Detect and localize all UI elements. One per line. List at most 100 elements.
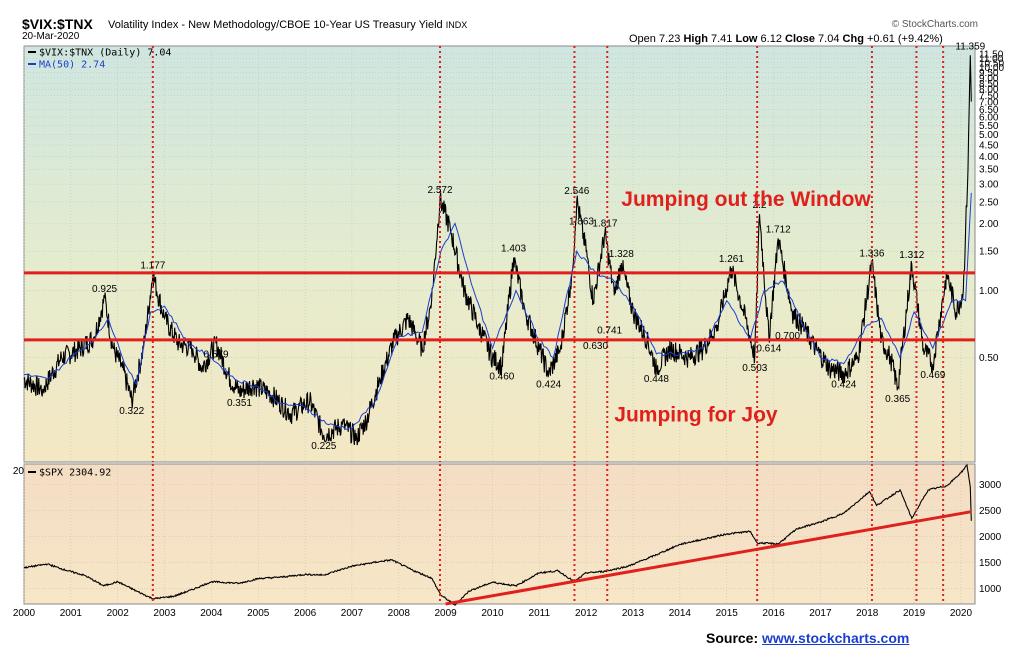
value-label: 2.572	[427, 185, 452, 196]
spx-y-tick-label: 1500	[979, 558, 1002, 569]
ratio-panel: 0.50 1.00 1.50 2.00 2.50 3.00 3.50 4.004.505.00…	[13, 41, 1005, 477]
chg-label: Chg	[842, 33, 864, 45]
ratio-y-tick-label: 8.50	[979, 79, 999, 90]
value-label: 0.630	[583, 341, 608, 352]
ratio-y-tick-label: 11.00	[979, 54, 1004, 65]
ratio-y-tick-label: 1.00	[979, 286, 999, 297]
ratio-y-tick-label: 2.50	[979, 197, 999, 208]
ratio-y-tick-label: 1.50	[979, 247, 999, 258]
value-label: 2.546	[564, 186, 589, 197]
spx-x-tick-label: 2003	[153, 608, 176, 619]
spx-y-tick-label: 3000	[979, 480, 1002, 491]
ratio-y-tick-label: 4.50	[979, 140, 999, 151]
spx-x-tick-label: 2014	[669, 608, 692, 619]
chart-date: 20-Mar-2020	[22, 31, 80, 42]
ratio-y-tick-label: 3.50	[979, 165, 999, 176]
value-label: 1.336	[859, 248, 884, 259]
spx-x-tick-label: 2010	[481, 608, 504, 619]
value-label: 2.2	[753, 200, 767, 211]
description-text: Volatility Index - New Methodology/CBOE …	[108, 19, 443, 31]
spx-plot-area	[23, 463, 976, 605]
ratio-y-tick-label: 8.00	[979, 85, 999, 96]
spx-x-tick-label: 2020	[950, 608, 973, 619]
spx-x-tick-label: 2012	[575, 608, 598, 619]
spx-x-tick-label: 2011	[529, 608, 551, 619]
ratio-plot-area	[23, 45, 976, 463]
legend-entry: $SPX 2304.92	[39, 468, 111, 479]
annotation-text: Jumping out the Window	[621, 188, 871, 211]
spx-y-tick-label: 2000	[979, 532, 1002, 543]
spx-x-tick-label: 2007	[341, 608, 364, 619]
spx-x-tick-label: 2017	[809, 608, 832, 619]
annotation-text: Jumping for Joy	[614, 404, 778, 427]
spx-x-tick-label: 2009	[435, 608, 458, 619]
value-label: 0.424	[831, 380, 856, 391]
ratio-y-tick-label: 4.00	[979, 152, 999, 163]
value-label: 0.448	[644, 374, 669, 385]
spx-x-tick-label: 2008	[388, 608, 411, 619]
close-value: 7.04	[818, 33, 840, 45]
value-label: 1.312	[899, 250, 924, 261]
high-value: 7.41	[710, 33, 733, 45]
spx-x-tick-label: 2001	[60, 608, 83, 619]
spx-x-tick-label: 2015	[716, 608, 739, 619]
value-label: 1.261	[719, 254, 744, 265]
value-label: 0.424	[536, 380, 561, 391]
legend-entry: $VIX:$TNX (Daily) 7.04	[39, 48, 171, 59]
spx-y-tick-label: 1000	[979, 584, 1002, 595]
value-label: 0.614	[756, 344, 781, 355]
ratio-y-tick-label: 9.00	[979, 73, 999, 84]
spx-x-tick-label: 2019	[903, 608, 926, 619]
spx-x-tick-label: 2018	[856, 608, 879, 619]
ohlc-readout: Open 7.23 High 7.41 Low 6.12 Close 7.04 …	[629, 33, 943, 45]
legend-entry: MA(50) 2.74	[39, 60, 105, 71]
value-label: 1.177	[140, 261, 165, 272]
source-link[interactable]: www.stockcharts.com	[762, 630, 910, 646]
value-label: 0.225	[311, 441, 336, 452]
spx-y-tick-label: 2500	[979, 506, 1002, 517]
ratio-y-tick-label: 2.00	[979, 219, 999, 230]
ratio-y-tick-label: 3.00	[979, 180, 999, 191]
value-label: 1.712	[766, 224, 791, 235]
value-label: 11.359	[955, 41, 985, 52]
value-label: 0.351	[227, 398, 252, 409]
chg-value: +0.61 (+9.42%)	[866, 33, 943, 45]
high-label: High	[683, 33, 708, 45]
value-label: 0.460	[489, 372, 514, 383]
ratio-y-tick-label: 5.00	[979, 130, 999, 141]
value-label: 1.403	[501, 244, 526, 255]
ratio-y-tick-label: 9.50	[979, 68, 999, 79]
close-label: Close	[785, 33, 815, 45]
low-label: Low	[735, 33, 758, 45]
chart-symbol: $VIX:$TNX	[22, 16, 93, 32]
ma50-line	[24, 192, 972, 431]
spx-x-tick-label: 2002	[107, 608, 130, 619]
spx-x-tick-label: 2013	[622, 608, 645, 619]
value-label: 0.741	[597, 325, 622, 336]
spx-x-tick-label: 2000	[13, 608, 36, 619]
ratio-y-tick-label: 10.50	[979, 58, 1004, 69]
ratio-y-tick-label: 0.50	[979, 353, 999, 364]
source-line: Source: www.stockcharts.com	[706, 630, 909, 646]
spx-x-tick-label: 2004	[200, 608, 223, 619]
ratio-y-tick-label: 7.00	[979, 98, 999, 109]
spx-x-tick-label: 2016	[762, 608, 785, 619]
exchange-text: INDX	[445, 20, 468, 30]
value-label: 1.863	[569, 216, 594, 227]
value-label: 0.365	[885, 394, 910, 405]
spx-panel: 1000 1500 2000 2500 3000 2000 2001 2002 2003 2004…	[13, 463, 1002, 619]
source-label: Source:	[706, 630, 759, 646]
value-label: 0.925	[92, 284, 117, 295]
value-label: 1.817	[592, 219, 617, 230]
value-label: 0.579	[204, 349, 229, 360]
spx-legend: $SPX 2304.92	[28, 468, 111, 479]
spx-series-line	[23, 463, 972, 606]
spx-trendline	[445, 510, 972, 606]
value-label: 0.469	[920, 370, 945, 381]
spx-x-tick-label: 2005	[247, 608, 270, 619]
chart-description: Volatility Index - New Methodology/CBOE …	[108, 19, 467, 31]
open-value: 7.23	[658, 33, 681, 45]
value-label: 1.328	[609, 249, 634, 260]
